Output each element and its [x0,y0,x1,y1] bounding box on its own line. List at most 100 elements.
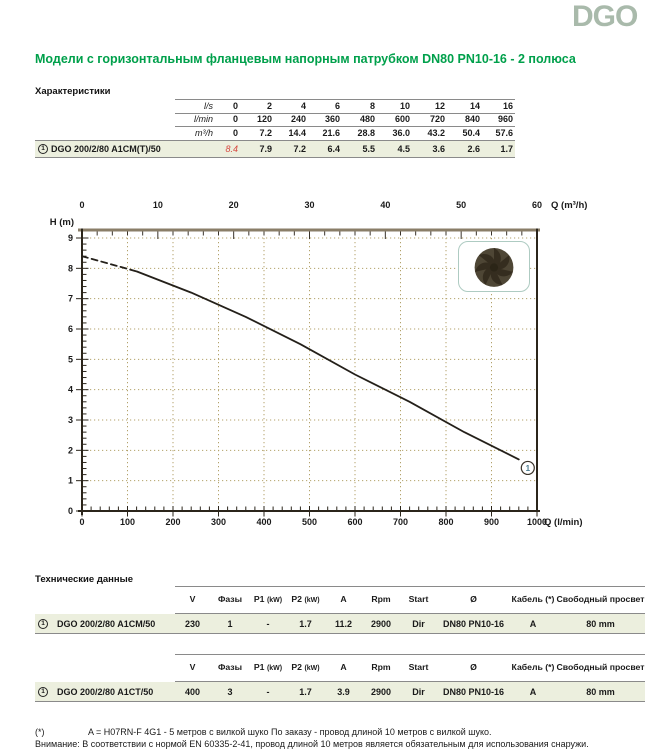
axis-label: 5 [68,354,73,364]
head-value-cell: 2.6 [467,143,480,154]
flow-value-cell: 21.6 [322,127,340,138]
axis-label: 10 [153,200,163,210]
axis-label: 7 [68,294,73,304]
column-header: P1 (kW) [250,662,286,673]
characteristics-unit-row: m³/h 0 7.2 14.4 21.6 28.8 36.0 43.2 50.4 57.6 [35,126,515,140]
axis-label: 8 [68,263,73,273]
row-divider [175,126,515,127]
head-value-cell: 4.5 [397,143,410,154]
column-header-label: P1 [253,662,265,673]
spec-value-cell: DN80 PN10-16 [442,618,505,629]
column-header-label: Ø [470,594,477,605]
impeller-image [458,241,530,292]
head-value-cell: 6.4 [327,143,340,154]
axis-label: 800 [438,517,453,527]
curve-end-marker-number: 1 [526,464,531,473]
flow-value-cell: 720 [429,114,445,125]
flow-value-cell: 240 [290,114,306,125]
model-name: DGO 200/2/80 A1CM(T)/50 [51,143,161,154]
axis-label: 500 [302,517,317,527]
column-header: P2 (kW) [286,594,325,605]
column-header-label: Свободный просвет [556,594,645,605]
spec-value-cell: A [529,686,537,697]
column-header-label: A [340,594,347,605]
spec-value-cell: A [529,618,537,629]
model-name: DGO 200/2/80 A1CM/50 [57,618,156,629]
axis-label: 1 [68,476,73,486]
column-header: V [175,662,210,673]
column-header: Кабель (*) [510,662,556,673]
column-header-unit: (kW) [304,665,320,673]
axis-label: Q (l/min) [544,517,583,528]
model-index-badge: 1 [38,618,48,629]
spec-value-cell: Dir [412,686,425,697]
column-header-unit: (kW) [266,597,283,605]
flow-value-cell: 960 [497,114,513,125]
axis-label: 400 [256,517,271,527]
unit-label: l/s [204,100,213,111]
header-bottom-border [175,681,645,682]
header-top-border [175,654,645,655]
axis-label: 700 [393,517,408,527]
flow-value-cell: 7.2 [259,127,272,138]
flow-value-cell: 14.4 [288,127,306,138]
column-header-label: A [340,662,347,673]
column-header: A [325,594,362,605]
technical-table: V Фазы P1 (kW) P2 (kW) A Rpm Start Ø Кабель (*) С… [35,586,645,634]
spec-value-cell: 2900 [370,618,392,629]
row-divider [175,99,515,100]
axis-label: 100 [120,517,135,527]
axis-label: 900 [484,517,499,527]
pump-curve-chart: 0 10 20 30 40 50 60 Q (m³/h) 0 1 2 3 4 5 6 7 8 9 H (m) 0 100… [30,195,660,540]
flow-value-cell: 8 [369,100,375,111]
flow-value-cell: 360 [324,114,340,125]
column-header: Rpm [362,594,400,605]
column-header-unit: (kW) [266,665,283,673]
axis-label: Q (m³/h) [551,200,587,211]
spec-value-cell: 1.7 [299,618,312,629]
axis-label: 3 [68,415,73,425]
unit-label: m³/h [195,127,213,138]
column-header: Свободный просвет [556,594,645,605]
characteristics-heading: Характеристики [35,86,111,97]
column-header-label: Start [408,594,429,605]
technical-table-header: V Фазы P1 (kW) P2 (kW) A Rpm Start Ø Кабель (*) С… [35,586,645,614]
flow-value-cell: 0 [232,114,238,125]
brand-logo: DGO [572,0,638,33]
column-header-label: P2 [291,594,303,605]
spec-value-cell: 1.7 [299,686,312,697]
column-header: P1 (kW) [250,594,286,605]
column-header: V [175,594,210,605]
flow-value-cell: 600 [394,114,410,125]
axis-label: 6 [68,324,73,334]
spec-value-cell: 3 [227,686,233,697]
column-header-label: Кабель (*) [511,662,555,673]
axis-label: 1000 [527,517,547,527]
column-header-label: Ø [470,662,477,673]
characteristics-table: l/s 0 2 4 6 8 10 12 14 16 l/min 0 120 240 360 480 600 720… [35,99,515,158]
flow-value-cell: 50.4 [462,127,480,138]
flow-value-cell: 16 [502,100,513,111]
column-header-label: P1 [253,594,265,605]
footnote-cable-text: A = H07RN-F 4G1 - 5 метров с вилкой шуко… [88,727,492,737]
axis-label: 600 [347,517,362,527]
spec-value-cell: Dir [412,618,425,629]
flow-value-cell: 2 [266,100,272,111]
axis-label: 20 [229,200,239,210]
flow-value-cell: 12 [434,100,445,111]
axis-label: 200 [165,517,180,527]
head-value-cell: 1.7 [500,143,513,154]
column-header-label: Кабель (*) [511,594,555,605]
footnote-cable: (*) A = H07RN-F 4G1 - 5 метров с вилкой ш… [35,727,492,737]
model-name: DGO 200/2/80 A1CT/50 [57,686,154,697]
characteristics-unit-row: l/min 0 120 240 360 480 600 720 840 960 [35,112,515,127]
column-header: Кабель (*) [510,594,556,605]
axis-label: 2 [68,445,73,455]
spec-value-cell: - [266,686,270,697]
column-header: Ø [437,594,510,605]
column-header-label: Rpm [371,594,391,605]
column-header-label: Rpm [371,662,391,673]
spec-value-cell: 230 [184,618,201,629]
spec-value-cell: - [266,618,270,629]
